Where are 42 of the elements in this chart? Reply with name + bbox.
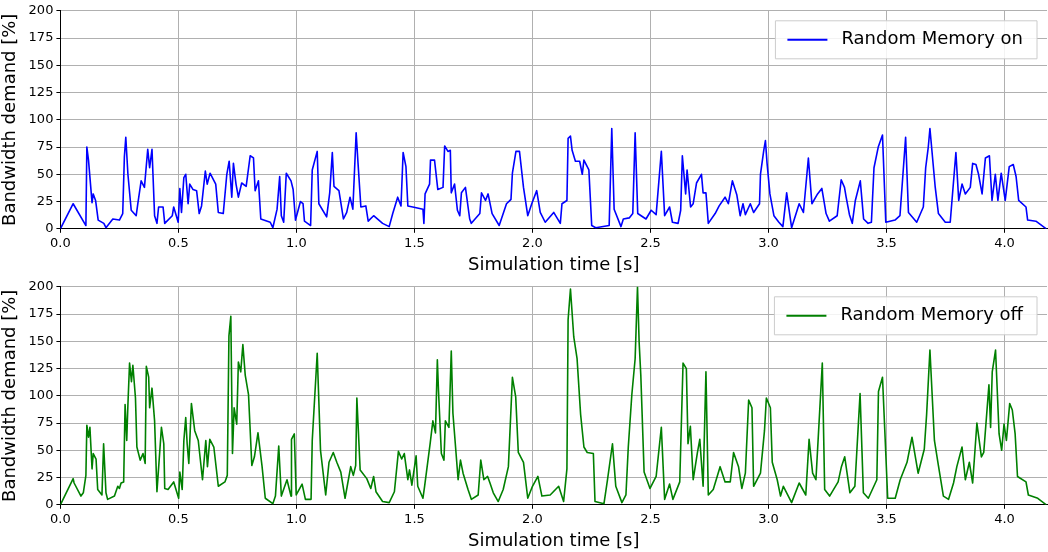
y-tick-label: 150: [28, 56, 54, 72]
y-tick-label: 150: [28, 332, 54, 348]
x-tick-label: 0.0: [50, 510, 71, 526]
y-tick-label: 100: [28, 387, 54, 403]
x-tick-label: 1.0: [286, 510, 307, 526]
legend-label: Random Memory off: [840, 303, 1024, 325]
y-tick-label: 200: [28, 278, 54, 294]
x-axis-title: Simulation time [s]: [468, 528, 640, 550]
y-tick-label: 25: [36, 468, 54, 484]
y-tick-label: 0: [45, 496, 54, 512]
y-tick-label: 75: [36, 138, 54, 154]
y-tick-label: 175: [28, 305, 54, 321]
x-tick-label: 2.5: [640, 510, 661, 526]
x-tick-label: 3.0: [758, 510, 779, 526]
x-axis-title: Simulation time [s]: [468, 252, 640, 274]
y-tick-label: 75: [36, 414, 54, 430]
y-axis-title: Bandwidth demand [%]: [0, 289, 20, 502]
y-axis-title: Bandwidth demand [%]: [0, 13, 20, 226]
y-tick-label: 125: [28, 359, 54, 375]
x-tick-label: 3.5: [876, 234, 897, 250]
y-tick-label: 175: [28, 29, 54, 45]
y-tick-label: 100: [28, 111, 54, 127]
x-tick-label: 0.5: [168, 510, 189, 526]
y-tick-label: 25: [36, 192, 54, 208]
y-tick-label: 50: [36, 441, 54, 457]
x-tick-label: 1.0: [286, 234, 307, 250]
y-tick-label: 125: [28, 83, 54, 99]
y-tick-label: 0: [45, 220, 54, 236]
x-tick-label: 1.5: [404, 510, 425, 526]
x-tick-label: 0.0: [50, 234, 71, 250]
x-tick-label: 2.5: [640, 234, 661, 250]
x-tick-label: 2.0: [522, 510, 543, 526]
x-tick-label: 2.0: [522, 234, 543, 250]
x-tick-label: 0.5: [168, 234, 189, 250]
x-tick-label: 4.0: [994, 510, 1015, 526]
x-tick-label: 3.5: [876, 510, 897, 526]
legend-label: Random Memory on: [841, 27, 1023, 49]
x-tick-label: 1.5: [404, 234, 425, 250]
x-tick-label: 3.0: [758, 234, 779, 250]
y-tick-label: 50: [36, 165, 54, 181]
y-tick-label: 200: [28, 2, 54, 18]
x-tick-label: 4.0: [994, 234, 1015, 250]
